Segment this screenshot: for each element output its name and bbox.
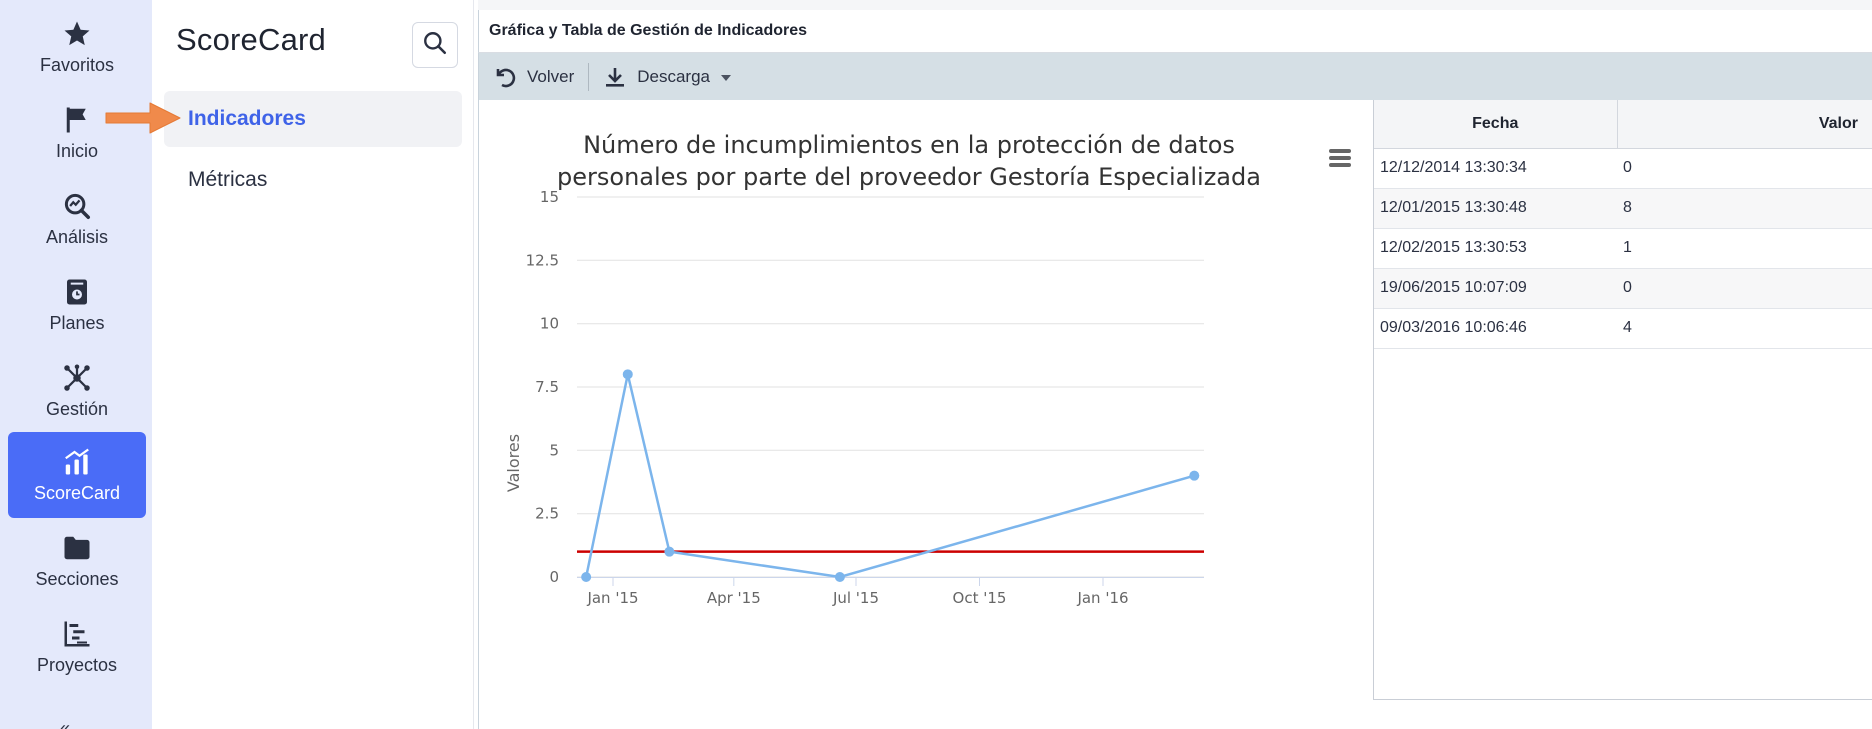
series-line xyxy=(584,374,1195,579)
side-item-indicadores[interactable]: Indicadores xyxy=(164,91,462,147)
y-tick-label: 15 xyxy=(540,188,559,206)
data-table-panel: Fecha Valor 12/12/2014 13:30:34 0 12/01/… xyxy=(1373,100,1872,700)
chart-svg: Número de incumplimientos en la protecci… xyxy=(504,131,1353,607)
caret-down-icon xyxy=(720,67,732,87)
side-item-label: Métricas xyxy=(188,168,268,191)
data-point xyxy=(622,369,633,380)
chart-title-line-2: personales por parte del proveedor Gesto… xyxy=(557,163,1261,191)
column-header-fecha[interactable]: Fecha xyxy=(1374,100,1618,149)
y-tick-label: 0 xyxy=(549,568,559,586)
download-dropdown-button[interactable]: Descarga xyxy=(589,53,746,100)
cell-valor: 0 xyxy=(1617,148,1872,189)
side-item-label: Indicadores xyxy=(188,107,306,130)
cell-valor: 0 xyxy=(1617,268,1872,309)
rail-label: Secciones xyxy=(35,568,119,589)
x-axis-ticks: Jan '15 Apr '15 Jul '15 Oct '15 Jan '16 xyxy=(586,577,1129,607)
data-point xyxy=(834,572,845,582)
download-icon xyxy=(603,65,627,89)
x-tick-label: Oct '15 xyxy=(953,589,1007,607)
network-nodes-icon xyxy=(62,363,92,393)
data-point xyxy=(1189,470,1200,481)
rail-label: Planes xyxy=(49,312,105,333)
rail-item-proyectos[interactable]: Proyectos xyxy=(8,604,146,690)
chart-table-content: Número de incumplimientos en la protecci… xyxy=(478,100,1872,729)
rail-item-gestion[interactable]: Gestión xyxy=(8,348,146,434)
rail-item-scorecard[interactable]: ScoreCard xyxy=(8,432,146,518)
toolbar-separator xyxy=(588,62,590,91)
y-tick-label: 5 xyxy=(549,441,559,459)
section-title: ScoreCard xyxy=(176,22,326,57)
cell-valor: 8 xyxy=(1617,188,1872,229)
table-row[interactable]: 12/12/2014 13:30:34 0 xyxy=(1374,148,1872,189)
search-button[interactable] xyxy=(412,22,458,68)
table-row[interactable]: 12/02/2015 13:30:53 1 xyxy=(1374,228,1872,269)
data-table: Fecha Valor 12/12/2014 13:30:34 0 12/01/… xyxy=(1374,100,1872,349)
x-tick-label: Apr '15 xyxy=(707,589,761,607)
back-button[interactable]: Volver xyxy=(479,53,588,100)
series-layer xyxy=(581,369,1200,582)
panel-toolbar: Volver Descarga xyxy=(478,53,1872,100)
cell-valor: 4 xyxy=(1617,308,1872,349)
cell-fecha: 09/03/2016 10:06:46 xyxy=(1374,308,1617,349)
chart-title-line-1: Número de incumplimientos en la protecci… xyxy=(583,131,1235,159)
y-tick-label: 7.5 xyxy=(535,378,559,396)
bar-chart-icon xyxy=(62,447,92,477)
indicator-chart: Número de incumplimientos en la protecci… xyxy=(479,100,1374,729)
rail-label: Análisis xyxy=(45,226,109,247)
folder-icon xyxy=(62,533,92,563)
rail-item-analisis[interactable]: Análisis xyxy=(8,176,146,262)
cell-fecha: 12/12/2014 13:30:34 xyxy=(1374,148,1617,189)
table-row[interactable]: 09/03/2016 10:06:46 4 xyxy=(1374,308,1872,349)
rail-item-secciones[interactable]: Secciones xyxy=(8,518,146,604)
rail-label: ScoreCard xyxy=(33,482,121,503)
section-side-panel: ScoreCard Indicadores Métricas xyxy=(152,0,474,729)
table-row[interactable]: 12/01/2015 13:30:48 8 xyxy=(1374,188,1872,229)
undo-back-icon xyxy=(493,65,517,89)
flag-icon xyxy=(62,105,92,135)
data-point xyxy=(664,546,675,557)
y-tick-label: 12.5 xyxy=(526,251,559,269)
rail-label: Gestión xyxy=(45,398,109,419)
rail-label: Favoritos xyxy=(39,54,115,75)
back-button-label: Volver xyxy=(527,66,575,86)
gantt-icon xyxy=(62,619,92,649)
table-header-row: Fecha Valor xyxy=(1374,100,1872,149)
y-axis-label: Valores xyxy=(504,434,523,492)
rail-label: Inicio xyxy=(55,140,99,161)
hamburger-menu-icon-bar xyxy=(1329,163,1351,167)
chart-context-menu-button[interactable] xyxy=(1327,144,1353,170)
x-tick-label: Jan '15 xyxy=(586,589,638,607)
table-row[interactable]: 19/06/2015 10:07:09 0 xyxy=(1374,268,1872,309)
chart-grid xyxy=(577,196,1204,578)
x-tick-label: Jan '16 xyxy=(1076,589,1128,607)
rail-item-favoritos[interactable]: Favoritos xyxy=(8,4,146,90)
hamburger-menu-icon-bar xyxy=(1329,156,1351,160)
column-header-valor[interactable]: Valor xyxy=(1617,100,1872,149)
rail-item-planes[interactable]: Planes xyxy=(8,262,146,348)
hamburger-menu-icon xyxy=(1329,149,1351,153)
cell-fecha: 12/02/2015 13:30:53 xyxy=(1374,228,1617,269)
main-content: Gráfica y Tabla de Gestión de Indicadore… xyxy=(478,0,1872,729)
cell-fecha: 12/01/2015 13:30:48 xyxy=(1374,188,1617,229)
rail-label: Proyectos xyxy=(36,654,118,675)
cell-valor: 1 xyxy=(1617,228,1872,269)
y-tick-label: 2.5 xyxy=(535,505,559,523)
data-point xyxy=(581,572,592,582)
pointer-arrow-icon xyxy=(104,100,184,141)
download-button-label: Descarga xyxy=(637,66,711,86)
collapse-rail-button[interactable]: « xyxy=(60,718,71,729)
top-strip xyxy=(478,0,1872,10)
rail-item-inicio[interactable]: Inicio xyxy=(8,90,146,176)
panel-title: Gráfica y Tabla de Gestión de Indicadore… xyxy=(478,10,1872,53)
side-item-metricas[interactable]: Métricas xyxy=(164,152,462,208)
plans-book-icon xyxy=(62,277,92,307)
analysis-magnifier-icon xyxy=(62,191,92,221)
search-icon xyxy=(422,30,448,61)
star-icon xyxy=(62,19,92,49)
y-tick-label: 10 xyxy=(540,315,559,333)
y-axis-ticks: 0 2.5 5 7.5 10 12.5 15 xyxy=(526,188,559,586)
x-tick-label: Jul '15 xyxy=(832,589,879,607)
cell-fecha: 19/06/2015 10:07:09 xyxy=(1374,268,1617,309)
